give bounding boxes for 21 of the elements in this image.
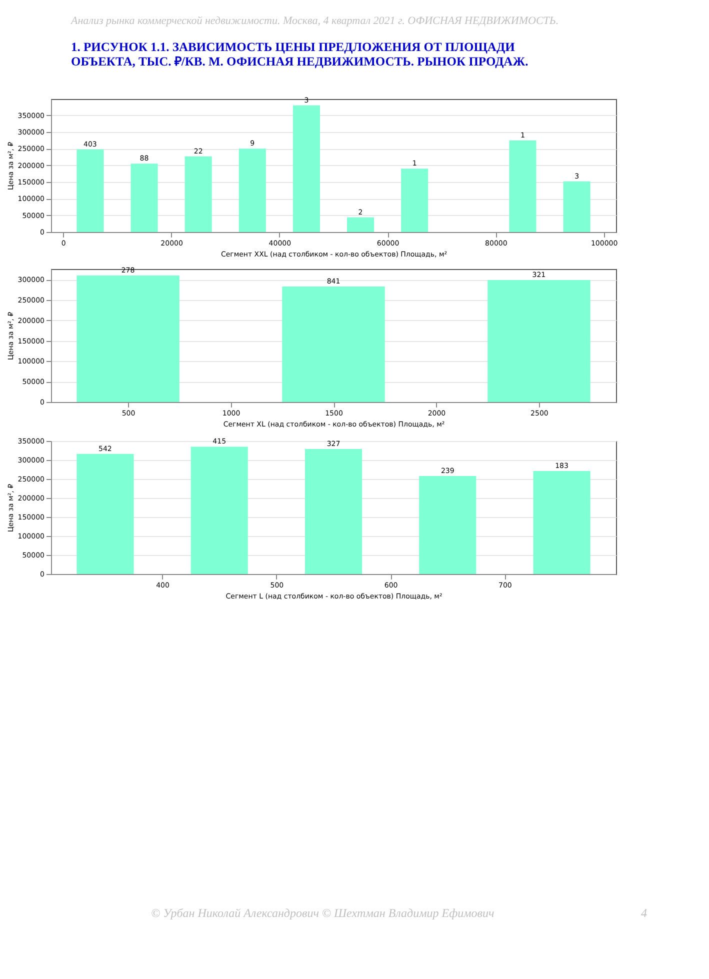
bar <box>419 476 476 574</box>
bar <box>347 217 374 232</box>
bar <box>282 286 385 402</box>
bar <box>401 168 428 232</box>
bar <box>238 148 266 232</box>
bar <box>488 280 590 402</box>
bar <box>184 156 212 232</box>
chart-title: 1. РИСУНОК 1.1. ЗАВИСИМОСТЬ ЦЕНЫ ПРЕДЛОЖЕНИЯ ОТ ПЛОЩАДИ ОБЪЕКТА, ТЫС. ₽/КВ. М. ОФИСНАЯ НЕДВИЖИМОСТЬ. РЫНОК ПРОДАЖ. <box>71 40 528 68</box>
bar <box>533 471 590 574</box>
bar <box>130 164 158 232</box>
bar <box>76 276 180 402</box>
bar <box>190 446 248 574</box>
bar <box>304 448 362 574</box>
text: 4 <box>641 906 647 920</box>
bar <box>76 149 104 232</box>
bar <box>76 454 134 574</box>
text: Анализ рынка коммерческой недвижимости. Москва, 4 квартал 2021 г. ОФИСНАЯ НЕДВИЖИМОСТЬ. <box>70 15 559 27</box>
text: © Урбан Николай Александрович © Шехтман Владимир Ефимович <box>151 906 494 920</box>
bar <box>292 105 320 232</box>
bar <box>563 181 590 232</box>
bar <box>509 140 536 232</box>
